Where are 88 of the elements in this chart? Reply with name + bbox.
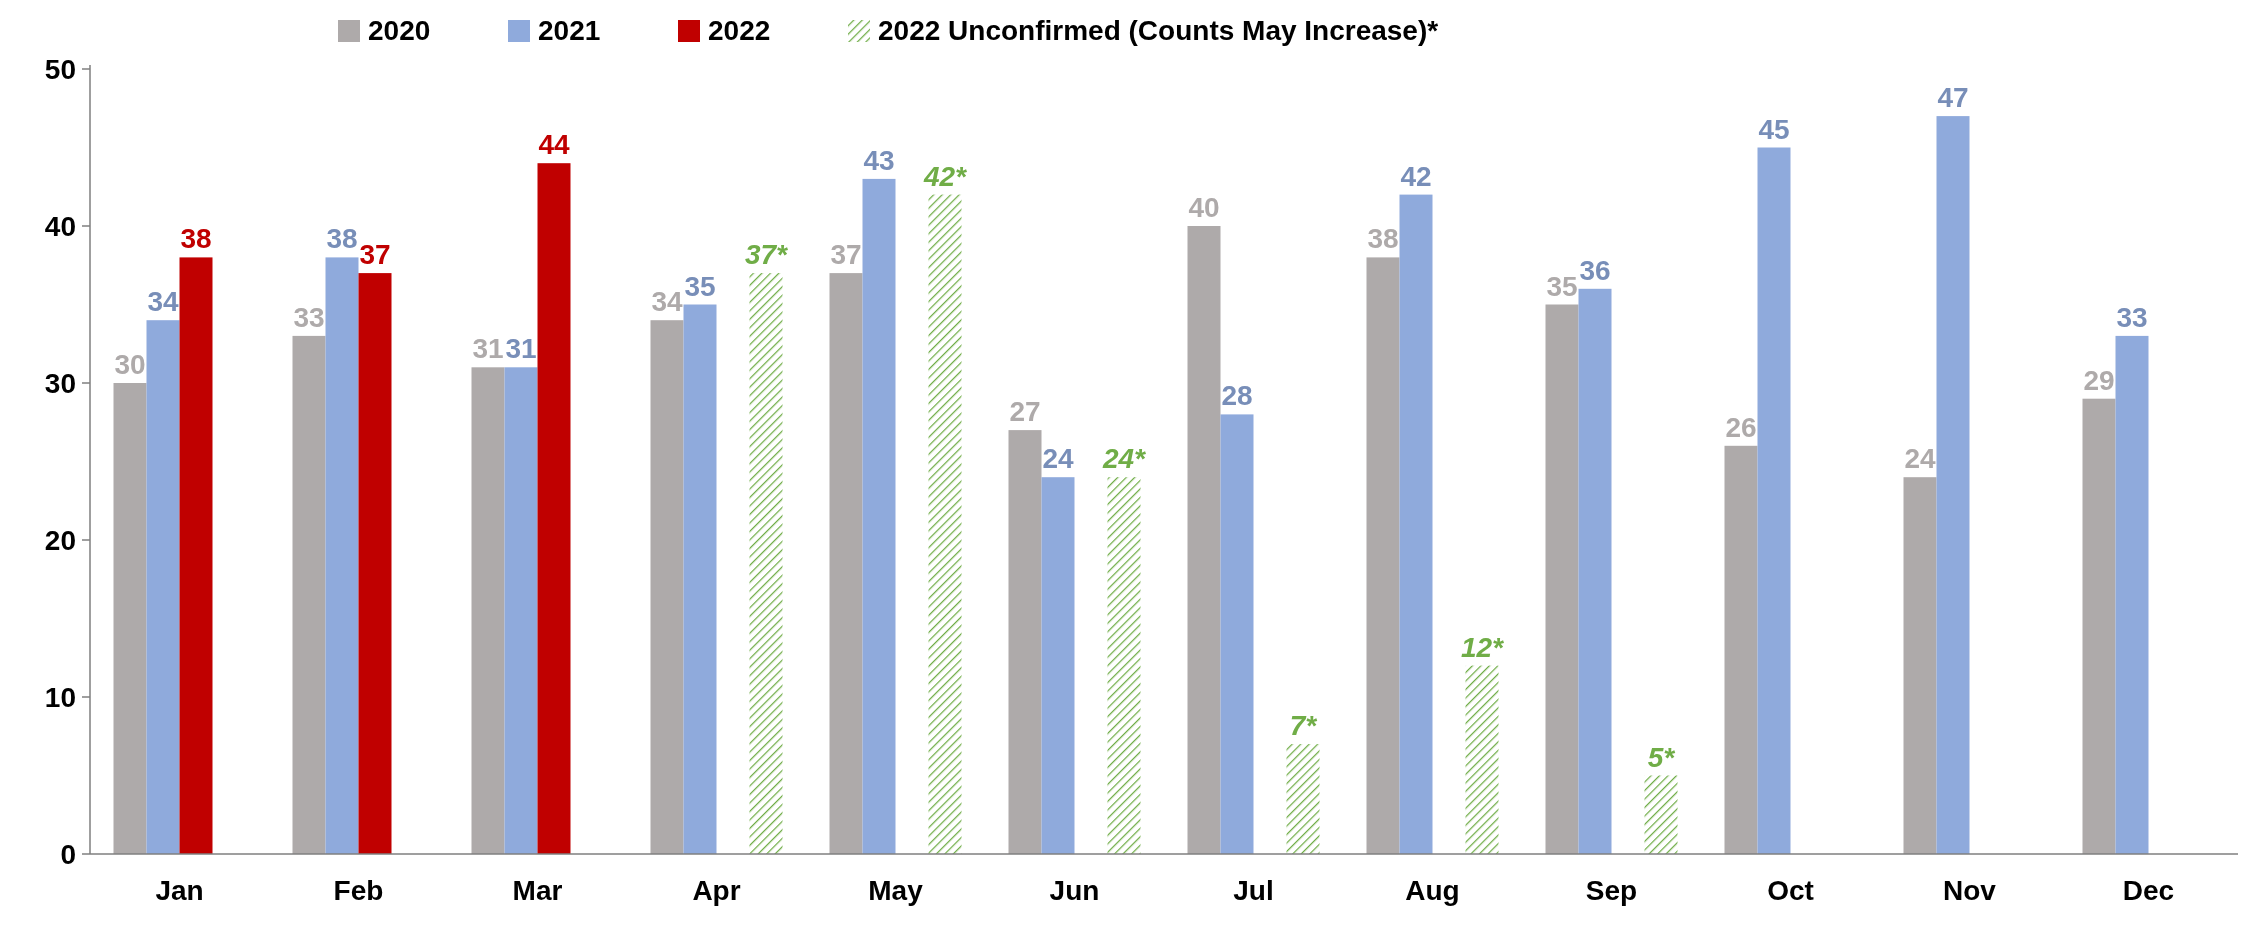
x-tick-label: Apr: [692, 875, 741, 906]
data-label: 26: [1725, 411, 1757, 443]
bar: [325, 257, 359, 854]
y-tick-label: 40: [44, 210, 76, 242]
data-label: 24: [1904, 443, 1936, 475]
x-tick-label: Sep: [1585, 875, 1638, 906]
bar: [292, 335, 326, 854]
data-label: 29: [2083, 364, 2115, 396]
bar: [1936, 116, 1970, 854]
bar: [2082, 398, 2116, 854]
data-label: 42*: [922, 160, 968, 192]
x-tick-label: Mar: [512, 875, 563, 906]
bar: [1545, 304, 1579, 854]
bar: [683, 304, 717, 854]
bar: [1724, 445, 1758, 854]
bar: [1220, 414, 1254, 854]
data-label: 36: [1579, 254, 1611, 286]
bar: [1041, 477, 1075, 854]
bar: [1286, 744, 1320, 854]
y-tick-label: 20: [44, 524, 76, 556]
data-label: 31: [472, 333, 504, 365]
x-tick-label: Feb: [333, 875, 384, 906]
data-label: 34: [147, 286, 179, 318]
bar: [650, 320, 684, 854]
data-label: 43: [863, 144, 895, 176]
data-label: 37: [359, 239, 391, 271]
data-label: 34: [651, 286, 683, 318]
bar: [1107, 477, 1141, 854]
bar: [504, 367, 538, 854]
data-label: 33: [293, 301, 325, 333]
x-tick-label: May: [868, 875, 924, 906]
bar: [1187, 226, 1221, 854]
x-tick-label: Oct: [1767, 875, 1814, 906]
data-label: 42: [1400, 160, 1432, 192]
bar: [1399, 194, 1433, 854]
x-tick-label: Aug: [1405, 875, 1460, 906]
bar: [537, 163, 571, 854]
data-label: 35: [684, 270, 716, 302]
data-label: 28: [1221, 380, 1253, 412]
legend-label: 2022 Unconfirmed (Counts May Increase)*: [878, 15, 1439, 46]
bar: [1903, 477, 1937, 854]
bar: [1465, 665, 1499, 854]
x-tick-label: Nov: [1943, 875, 1997, 906]
data-label: 7*: [1289, 710, 1318, 742]
legend-label: 2021: [538, 15, 601, 46]
data-label: 44: [538, 129, 570, 161]
data-label: 37: [830, 239, 862, 271]
bar: [862, 178, 896, 854]
data-label: 31: [505, 333, 537, 365]
bar: [1757, 147, 1791, 854]
x-tick-label: Dec: [2122, 875, 2175, 906]
bar: [1578, 288, 1612, 854]
data-label: 24*: [1101, 443, 1147, 475]
bar: [113, 383, 147, 854]
x-tick-label: Jun: [1049, 875, 1100, 906]
y-tick-label: 30: [44, 367, 76, 399]
data-label: 35: [1546, 270, 1578, 302]
bar: [1366, 257, 1400, 854]
data-label: 5*: [1647, 741, 1676, 773]
x-tick-label: Jul: [1233, 875, 1274, 906]
data-label: 12*: [1460, 631, 1505, 663]
data-label: 24: [1042, 443, 1074, 475]
y-tick-label: 0: [60, 838, 76, 870]
bar: [146, 320, 180, 854]
data-label: 45: [1758, 113, 1790, 145]
y-tick-label: 50: [44, 53, 76, 85]
bar: [829, 273, 863, 854]
data-label: 38: [180, 223, 212, 255]
data-label: 37*: [744, 239, 789, 271]
bar: [2115, 335, 2149, 854]
x-tick-label: Jan: [155, 875, 204, 906]
legend-label: 2020: [368, 15, 431, 46]
bar: [749, 273, 783, 854]
bar: [358, 273, 392, 854]
bar: [1644, 775, 1678, 854]
data-label: 47: [1937, 82, 1969, 114]
y-tick-label: 10: [44, 681, 76, 713]
bar: [1008, 430, 1042, 854]
data-label: 40: [1188, 192, 1220, 223]
data-label: 38: [326, 223, 358, 255]
bar: [471, 367, 505, 854]
bar: [928, 194, 962, 854]
data-label: 38: [1367, 223, 1399, 255]
data-label: 27: [1009, 396, 1041, 428]
bar: [179, 257, 213, 854]
data-label: 30: [114, 349, 146, 380]
legend-label: 2022: [708, 15, 771, 46]
data-label: 33: [2116, 301, 2148, 333]
